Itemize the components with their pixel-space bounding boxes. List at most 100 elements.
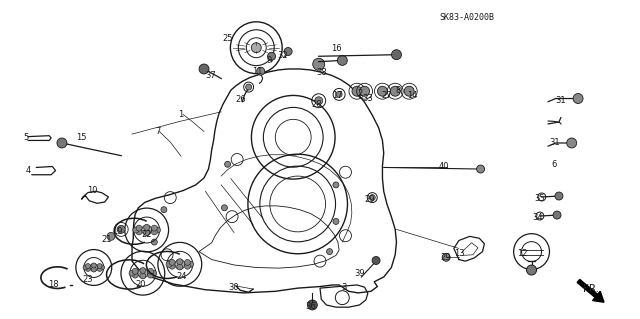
- Text: 9: 9: [266, 56, 271, 65]
- Text: 32: 32: [278, 51, 289, 60]
- Circle shape: [175, 259, 185, 269]
- Circle shape: [132, 272, 138, 278]
- Circle shape: [257, 67, 265, 75]
- Circle shape: [352, 86, 362, 96]
- Text: 15: 15: [76, 133, 86, 142]
- Circle shape: [144, 224, 150, 230]
- Circle shape: [144, 230, 150, 236]
- Circle shape: [177, 264, 183, 270]
- Text: 23: 23: [82, 275, 93, 284]
- Circle shape: [83, 265, 88, 270]
- Text: 11: 11: [252, 67, 263, 76]
- Text: 8: 8: [395, 86, 401, 95]
- Text: 27: 27: [381, 91, 392, 100]
- Text: 12: 12: [517, 249, 528, 258]
- Circle shape: [154, 227, 161, 233]
- Circle shape: [129, 270, 135, 276]
- Text: 24: 24: [177, 272, 187, 281]
- Circle shape: [97, 266, 102, 271]
- Circle shape: [92, 267, 96, 272]
- Circle shape: [567, 138, 577, 148]
- Text: 25: 25: [222, 34, 233, 43]
- Text: 16: 16: [331, 44, 341, 54]
- Text: 31: 31: [555, 96, 566, 105]
- Circle shape: [555, 192, 563, 200]
- Circle shape: [148, 272, 154, 278]
- Text: 38: 38: [316, 68, 326, 77]
- Text: 21: 21: [101, 235, 112, 244]
- Circle shape: [169, 259, 175, 265]
- Text: 7: 7: [155, 127, 160, 136]
- Circle shape: [326, 249, 333, 255]
- Circle shape: [90, 263, 98, 271]
- Circle shape: [92, 263, 96, 268]
- Circle shape: [100, 265, 104, 270]
- Circle shape: [140, 268, 146, 273]
- Circle shape: [97, 263, 102, 269]
- Text: 29: 29: [364, 195, 375, 204]
- Circle shape: [442, 253, 450, 261]
- Circle shape: [392, 50, 401, 60]
- Circle shape: [390, 86, 400, 96]
- Text: 30: 30: [228, 283, 239, 292]
- Text: 40: 40: [439, 162, 449, 171]
- Text: 39: 39: [354, 269, 365, 278]
- Text: 17: 17: [333, 91, 343, 100]
- Circle shape: [477, 165, 484, 173]
- Text: 19: 19: [112, 227, 123, 236]
- Circle shape: [117, 226, 125, 234]
- Circle shape: [337, 56, 348, 65]
- Circle shape: [138, 268, 148, 278]
- Text: 26: 26: [235, 95, 246, 104]
- Text: 34: 34: [532, 213, 543, 222]
- Circle shape: [177, 259, 183, 264]
- Text: 1: 1: [179, 110, 184, 119]
- Circle shape: [57, 138, 67, 148]
- Circle shape: [150, 270, 157, 276]
- Circle shape: [136, 225, 142, 231]
- Circle shape: [199, 64, 209, 74]
- Circle shape: [404, 86, 414, 96]
- Circle shape: [86, 263, 90, 269]
- Circle shape: [151, 239, 157, 245]
- Circle shape: [151, 229, 157, 235]
- Circle shape: [369, 195, 375, 201]
- Circle shape: [136, 229, 142, 235]
- Circle shape: [315, 97, 323, 105]
- Text: 31: 31: [549, 137, 560, 146]
- Circle shape: [307, 300, 317, 310]
- Circle shape: [527, 265, 536, 275]
- Circle shape: [268, 52, 276, 60]
- Circle shape: [151, 225, 157, 231]
- Text: 33: 33: [362, 94, 373, 103]
- Text: 10: 10: [86, 186, 97, 195]
- Text: 14: 14: [407, 91, 418, 100]
- Circle shape: [372, 256, 380, 264]
- Circle shape: [573, 93, 583, 103]
- Circle shape: [141, 225, 152, 235]
- Circle shape: [284, 48, 292, 56]
- Text: 6: 6: [551, 160, 557, 169]
- Text: 18: 18: [49, 279, 59, 288]
- Text: FR.: FR.: [582, 284, 598, 294]
- Text: 2: 2: [358, 89, 363, 98]
- Circle shape: [553, 211, 561, 219]
- Circle shape: [188, 261, 194, 267]
- FancyArrow shape: [577, 279, 604, 302]
- Circle shape: [221, 205, 227, 211]
- Circle shape: [161, 207, 167, 213]
- Text: 13: 13: [454, 249, 464, 258]
- Text: 3: 3: [342, 283, 347, 292]
- Text: 29: 29: [440, 253, 451, 262]
- Circle shape: [313, 58, 324, 70]
- Circle shape: [184, 263, 191, 269]
- Circle shape: [333, 219, 339, 225]
- Circle shape: [86, 266, 90, 271]
- Circle shape: [225, 161, 230, 167]
- Text: 20: 20: [135, 279, 145, 288]
- Text: 37: 37: [205, 71, 216, 80]
- Circle shape: [184, 259, 191, 265]
- Circle shape: [360, 86, 369, 96]
- Circle shape: [252, 43, 261, 53]
- Circle shape: [148, 268, 154, 274]
